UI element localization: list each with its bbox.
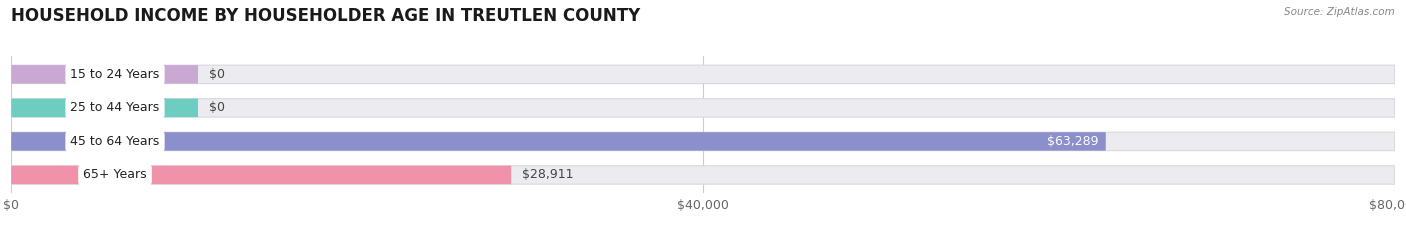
FancyBboxPatch shape: [11, 65, 1395, 84]
FancyBboxPatch shape: [11, 166, 1395, 184]
Text: Source: ZipAtlas.com: Source: ZipAtlas.com: [1284, 7, 1395, 17]
Text: 65+ Years: 65+ Years: [83, 168, 146, 182]
Text: 25 to 44 Years: 25 to 44 Years: [70, 101, 160, 114]
FancyBboxPatch shape: [11, 132, 1395, 151]
Text: 15 to 24 Years: 15 to 24 Years: [70, 68, 160, 81]
FancyBboxPatch shape: [11, 99, 198, 117]
FancyBboxPatch shape: [11, 65, 198, 84]
Text: $28,911: $28,911: [522, 168, 574, 182]
Text: $63,289: $63,289: [1047, 135, 1099, 148]
Text: HOUSEHOLD INCOME BY HOUSEHOLDER AGE IN TREUTLEN COUNTY: HOUSEHOLD INCOME BY HOUSEHOLDER AGE IN T…: [11, 7, 641, 25]
FancyBboxPatch shape: [11, 99, 1395, 117]
FancyBboxPatch shape: [11, 166, 512, 184]
Text: 45 to 64 Years: 45 to 64 Years: [70, 135, 160, 148]
Text: $0: $0: [209, 101, 225, 114]
Text: $0: $0: [209, 68, 225, 81]
FancyBboxPatch shape: [11, 132, 1105, 151]
